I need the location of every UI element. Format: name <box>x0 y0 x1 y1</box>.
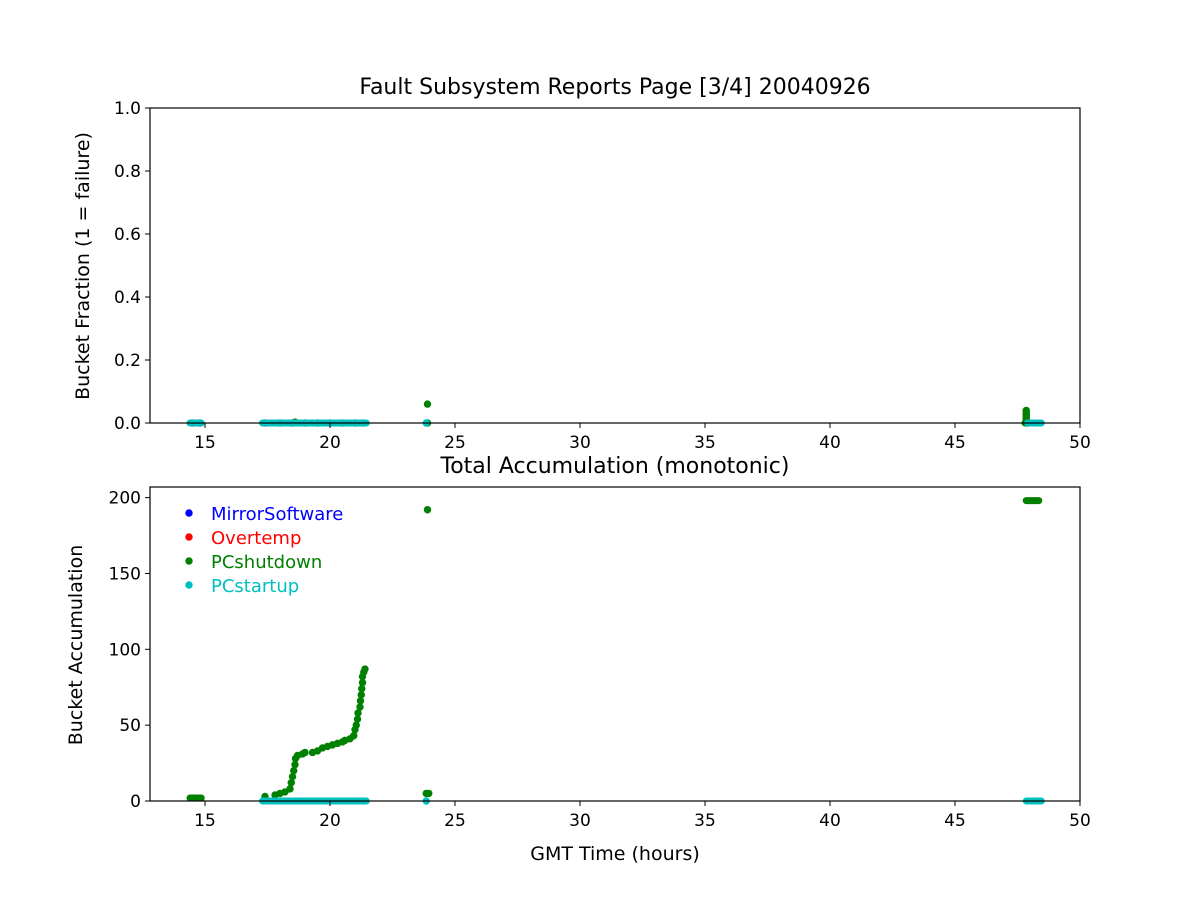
x-tick-label: 40 <box>819 811 841 831</box>
x-tick-label: 45 <box>944 433 966 453</box>
bottom-panel-ticks: 15 20 25 30 35 40 45 50 0 50 100 150 200 <box>109 489 1091 831</box>
legend-marker <box>185 509 193 517</box>
y-tick-label: 0.0 <box>114 414 141 434</box>
pcshutdown-point <box>357 691 365 699</box>
legend-label: PCshutdown <box>211 552 322 573</box>
y-tick-label: 0 <box>130 792 141 812</box>
top-panel: Fault Subsystem Reports Page [3/4] 20040… <box>72 75 1091 453</box>
top-panel-ticks: 15 20 25 30 35 40 45 50 0.0 0.2 0.4 0.6 0.8 1.0 <box>114 99 1091 453</box>
x-tick-label: 50 <box>1069 811 1091 831</box>
x-tick-label: 30 <box>569 811 591 831</box>
pcshutdown-point <box>423 506 432 514</box>
y-tick-label: 0.8 <box>114 162 141 182</box>
bottom-panel-frame <box>149 486 1081 802</box>
x-tick-label: 20 <box>319 433 341 453</box>
x-tick-label: 45 <box>944 811 966 831</box>
x-tick-label: 30 <box>569 433 591 453</box>
legend-label: MirrorSoftware <box>211 504 343 525</box>
pcshutdown-point <box>356 703 364 711</box>
pcshutdown-point <box>352 721 360 729</box>
bottom-panel-xlabel: GMT Time (hours) <box>530 843 700 865</box>
bottom-panel: Total Accumulation (monotonic) Bucket Ac… <box>65 454 1091 865</box>
pcshutdown-point <box>353 715 362 723</box>
top-panel-ylabel: Bucket Fraction (1 = failure) <box>72 132 94 400</box>
pcshutdown-point <box>354 709 362 717</box>
pcshutdown-point <box>350 732 358 740</box>
legend-marker <box>185 557 193 565</box>
y-tick-label: 50 <box>119 716 141 736</box>
legend-marker <box>185 533 193 541</box>
legend-marker <box>185 581 193 589</box>
top-panel-title: Fault Subsystem Reports Page [3/4] 20040… <box>359 75 870 100</box>
pcshutdown-point <box>287 779 295 787</box>
pcshutdown-point <box>358 685 366 693</box>
y-tick-label: 0.4 <box>114 288 141 308</box>
pcshutdown-point <box>425 789 433 798</box>
pcshutdown-point <box>286 785 294 793</box>
pcshutdown-point <box>358 678 367 687</box>
pcshutdown-point <box>301 748 309 757</box>
x-tick-label: 25 <box>444 433 466 453</box>
x-tick-label: 25 <box>444 811 466 831</box>
x-tick-label: 15 <box>194 433 216 453</box>
y-tick-label: 1.0 <box>114 99 141 119</box>
pcshutdown-point <box>290 766 298 775</box>
x-tick-label: 20 <box>319 811 341 831</box>
bottom-panel-title: Total Accumulation (monotonic) <box>440 454 790 479</box>
x-tick-label: 50 <box>1069 433 1091 453</box>
pcshutdown-point <box>356 697 365 705</box>
y-tick-label: 100 <box>109 640 141 660</box>
top-panel-frame <box>149 107 1081 424</box>
y-tick-label: 200 <box>109 489 141 509</box>
x-tick-label: 35 <box>694 433 716 453</box>
bottom-panel-ylabel: Bucket Accumulation <box>65 545 87 746</box>
pcshutdown-point <box>361 665 369 673</box>
pcshutdown-point <box>291 760 299 769</box>
x-tick-label: 40 <box>819 433 841 453</box>
pcshutdown-point <box>288 773 297 781</box>
pcshutdown-point <box>423 400 432 408</box>
legend: MirrorSoftware Overtemp PCshutdown PCstartu… <box>185 504 343 597</box>
y-tick-label: 0.6 <box>114 225 141 245</box>
legend-label: Overtemp <box>211 528 301 549</box>
y-tick-label: 0.2 <box>114 351 141 371</box>
legend-label: PCstartup <box>211 576 299 597</box>
x-tick-label: 35 <box>694 811 716 831</box>
y-tick-label: 150 <box>109 564 141 584</box>
x-tick-label: 15 <box>194 811 216 831</box>
